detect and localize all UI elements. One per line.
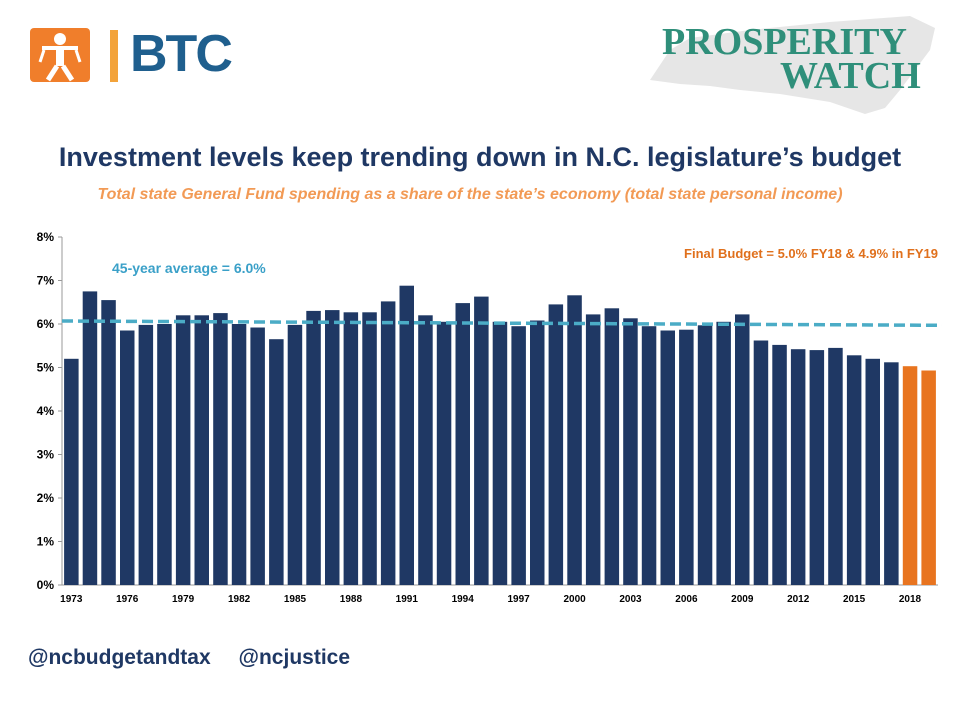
bar (120, 330, 135, 585)
x-tick-label: 1976 (116, 594, 139, 605)
btc-figure-icon (30, 28, 90, 82)
y-tick-label: 4% (37, 404, 55, 418)
x-tick-label: 1973 (60, 594, 83, 605)
bar (101, 300, 116, 585)
bar (436, 321, 452, 585)
logo-line-1: PROSPERITY (662, 21, 907, 63)
bar (82, 291, 98, 585)
bar (846, 355, 862, 585)
x-tick-label: 1994 (452, 594, 475, 605)
bar (157, 324, 172, 585)
bar (194, 315, 209, 585)
bar (679, 329, 694, 585)
y-tick-label: 7% (37, 274, 55, 288)
chart-subtitle: Total state General Fund spending as a s… (97, 186, 843, 203)
bar (865, 358, 880, 585)
bar (753, 340, 769, 585)
bar (418, 315, 433, 585)
x-tick-label: 1985 (284, 594, 307, 605)
x-tick-label: 1997 (507, 594, 530, 605)
nc-state-shape-icon (650, 16, 935, 114)
bar (735, 314, 750, 585)
bar (287, 324, 303, 585)
x-tick-label: 2006 (675, 594, 698, 605)
x-tick-label: 1979 (172, 594, 195, 605)
x-tick-label: 1988 (340, 594, 363, 605)
bar (362, 312, 377, 585)
y-tick-label: 6% (37, 317, 55, 331)
final-budget-label: Final Budget = 5.0% FY18 & 4.9% in FY19 (684, 246, 938, 261)
bar (530, 320, 545, 585)
bar (306, 310, 321, 585)
bar (772, 344, 787, 585)
bar (64, 358, 79, 585)
bar (585, 314, 601, 585)
x-tick-label: 2015 (843, 594, 866, 605)
bar (250, 327, 265, 585)
average-line (61, 319, 943, 328)
bar (790, 349, 806, 585)
btc-logo: BTC (30, 25, 233, 84)
bar (828, 347, 843, 585)
bar (548, 304, 564, 585)
bar (455, 303, 470, 585)
bar-chart: 0% 1% 2% 3% 4% 5% 6% 7% 8% 1973 1976 1979 1982 1985 19… (37, 230, 943, 605)
x-tick-label: 2009 (731, 594, 754, 605)
logo-line-2: WATCH (780, 55, 921, 97)
bar (175, 315, 191, 585)
bar (641, 326, 657, 585)
prosperity-watch-logo: PROSPERITY WATCH (630, 10, 950, 120)
y-tick-label: 5% (37, 361, 55, 375)
y-tick-label: 0% (37, 578, 55, 592)
bar (380, 301, 396, 585)
x-tick-label: 1982 (228, 594, 251, 605)
y-tick-label: 2% (37, 491, 55, 505)
x-tick-label: 2018 (899, 594, 922, 605)
bar-final-budget (921, 370, 936, 585)
twitter-handle-ncjustice[interactable]: @ncjustice (238, 646, 351, 669)
chart-title: Investment levels keep trending down in … (58, 142, 902, 172)
bar (474, 296, 489, 585)
bar (231, 324, 247, 585)
logo-separator (110, 30, 118, 82)
btc-wordmark: BTC (130, 25, 233, 83)
bar (492, 321, 508, 585)
bar (809, 350, 825, 585)
x-tick-label: 2000 (563, 594, 586, 605)
bar (660, 330, 675, 585)
x-tick-label: 1991 (396, 594, 419, 605)
average-label: 45-year average = 6.0% (112, 260, 266, 276)
y-tick-label: 8% (37, 230, 55, 244)
y-tick-label: 3% (37, 448, 55, 462)
bar (567, 295, 582, 585)
bar (399, 285, 414, 585)
x-tick-label: 2012 (787, 594, 810, 605)
bar (697, 325, 713, 585)
bar (343, 312, 359, 585)
bar (511, 326, 526, 585)
bar (623, 318, 638, 585)
twitter-handle-ncbudgetandtax[interactable]: @ncbudgetandtax (28, 646, 211, 669)
bar (884, 362, 899, 585)
bar (138, 324, 154, 585)
footer: @ncbudgetandtax @ncjustice (28, 646, 372, 670)
x-tick-label: 2003 (619, 594, 642, 605)
bar (604, 308, 620, 585)
bar (325, 310, 340, 585)
bar (269, 339, 284, 585)
bar-final-budget (902, 366, 918, 585)
bar (716, 321, 731, 585)
y-tick-label: 1% (37, 535, 55, 549)
bar (213, 313, 228, 585)
